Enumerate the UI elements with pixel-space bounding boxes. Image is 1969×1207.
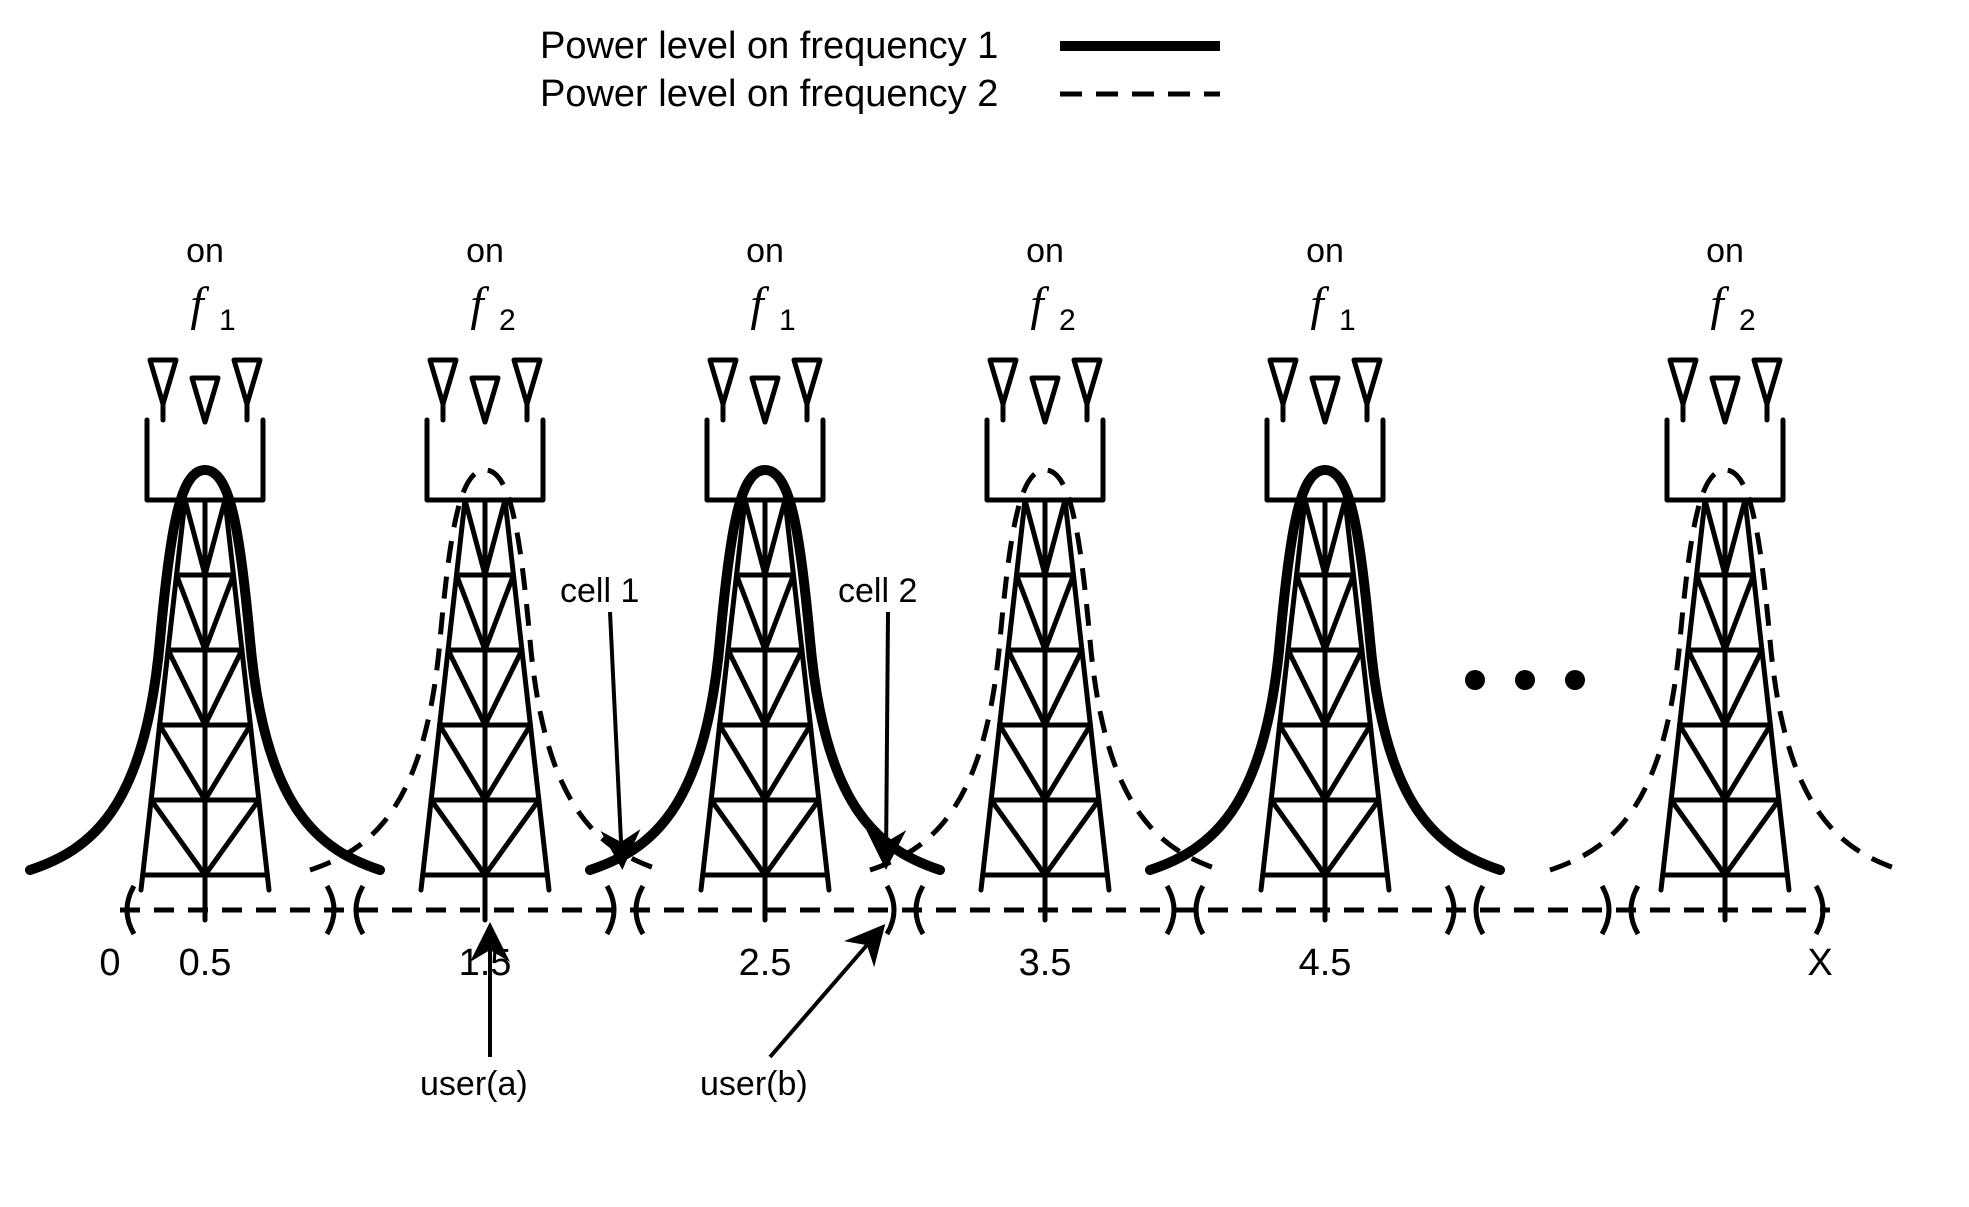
cell-boundary-right <box>1167 886 1174 934</box>
tower-freq-sub: 2 <box>499 304 516 337</box>
antenna-icon <box>1754 360 1780 404</box>
cell2-label: cell 2 <box>838 572 917 610</box>
axis-tick-label: 1.5 <box>459 942 512 984</box>
antenna-icon <box>1712 378 1738 422</box>
user-b-label: user(b) <box>700 1065 808 1103</box>
equipment-box <box>427 420 543 500</box>
tower-freq-label: f <box>190 278 209 331</box>
tower-1: on f1 <box>141 232 269 920</box>
antenna-icon <box>1354 360 1380 404</box>
antenna-icon <box>1270 360 1296 404</box>
antenna-icon <box>1032 378 1058 422</box>
ellipsis-dot <box>1515 670 1535 690</box>
cellular-frequency-diagram: Power level on frequency 1 Power level on… <box>0 0 1969 1207</box>
tower-on-label: on <box>1706 232 1744 270</box>
axis-tick-label: 4.5 <box>1299 942 1352 984</box>
axis-tick-label: 0 <box>99 942 120 984</box>
axis-tick-label: 2.5 <box>739 942 792 984</box>
antenna-icon <box>752 378 778 422</box>
tower-4: on f2 <box>981 232 1109 920</box>
antenna-icon <box>1074 360 1100 404</box>
equipment-box <box>1667 420 1783 500</box>
equipment-box <box>707 420 823 500</box>
user-a-label: user(a) <box>420 1065 528 1103</box>
ellipsis-dot <box>1565 670 1585 690</box>
antenna-icon <box>1670 360 1696 404</box>
antenna-icon <box>794 360 820 404</box>
legend-label-freq1: Power level on frequency 1 <box>540 25 998 67</box>
antenna-icon <box>472 378 498 422</box>
antenna-icon <box>192 378 218 422</box>
axis-tick-label: 3.5 <box>1019 942 1072 984</box>
axis-end-cap <box>1816 886 1823 934</box>
tower-freq-sub: 1 <box>219 304 236 337</box>
tower-freq-sub: 1 <box>779 304 796 337</box>
tower-freq-label: f <box>1030 278 1049 331</box>
ellipsis-dot <box>1465 670 1485 690</box>
tower-on-label: on <box>746 232 784 270</box>
tower-on-label: on <box>1026 232 1064 270</box>
tower-2: on f2 <box>421 232 549 920</box>
antenna-icon <box>430 360 456 404</box>
cell1-arrow <box>610 612 622 862</box>
tower-on-label: on <box>1306 232 1344 270</box>
cell1-label: cell 1 <box>560 572 639 610</box>
tower-freq-label: f <box>1710 278 1729 331</box>
antenna-icon <box>990 360 1016 404</box>
tower-freq-sub: 1 <box>1339 304 1356 337</box>
equipment-box <box>147 420 263 500</box>
equipment-box <box>1267 420 1383 500</box>
antenna-icon <box>234 360 260 404</box>
axis-tick-label: X <box>1807 942 1832 984</box>
antenna-icon <box>150 360 176 404</box>
tower-freq-sub: 2 <box>1059 304 1076 337</box>
tower-freq-sub: 2 <box>1739 304 1756 337</box>
axis-tick-label: 0.5 <box>179 942 232 984</box>
tower-freq-label: f <box>750 278 769 331</box>
tower-on-label: on <box>466 232 504 270</box>
antenna-icon <box>1312 378 1338 422</box>
tower-on-label: on <box>186 232 224 270</box>
tower-3: on f1 <box>701 232 829 920</box>
tower-freq-label: f <box>470 278 489 331</box>
equipment-box <box>987 420 1103 500</box>
legend-label-freq2: Power level on frequency 2 <box>540 73 998 115</box>
cell-boundary-right <box>1602 886 1609 934</box>
tower-5: on f1 <box>1261 232 1389 920</box>
tower-6: on f2 <box>1661 232 1789 920</box>
antenna-icon <box>710 360 736 404</box>
cell2-arrow <box>886 612 888 862</box>
cell-boundary-right <box>887 886 894 934</box>
tower-freq-label: f <box>1310 278 1329 331</box>
cell-boundary-left <box>1196 886 1203 934</box>
antenna-icon <box>514 360 540 404</box>
